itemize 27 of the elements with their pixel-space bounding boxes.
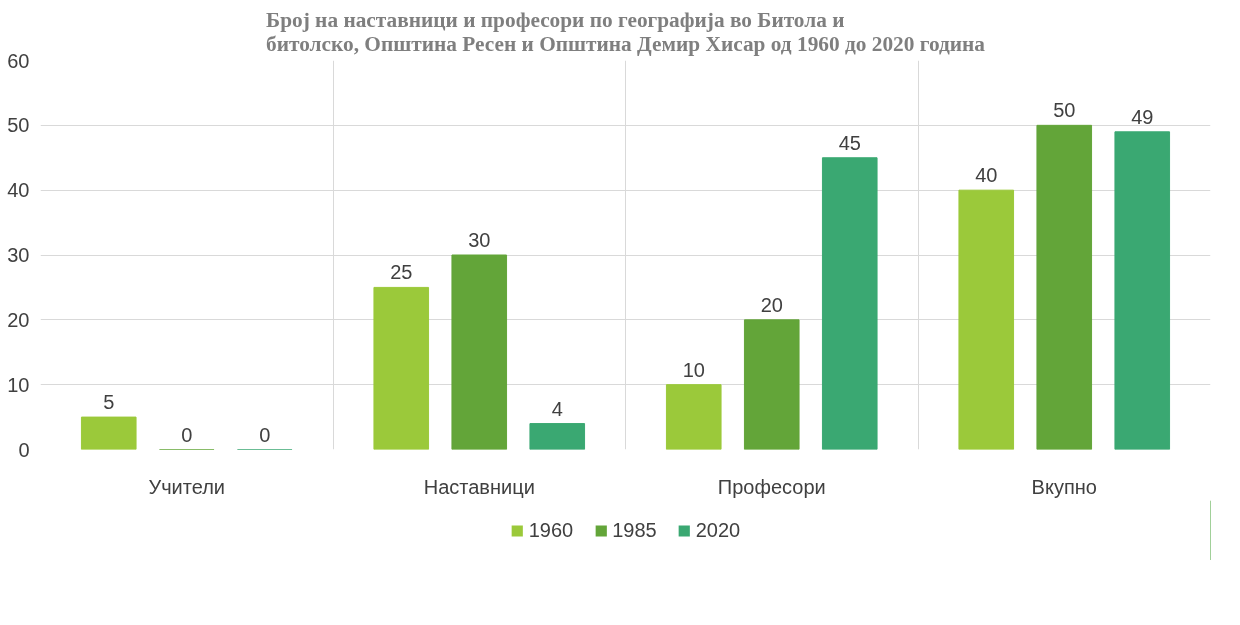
data-label: 0 (259, 423, 271, 446)
y-tick-label: 10 (7, 373, 30, 396)
data-label: 10 (682, 358, 705, 381)
data-label: 30 (468, 229, 491, 251)
x-tick-label: Професори (717, 475, 826, 498)
y-tick-label: 50 (7, 114, 30, 137)
x-tick-label: Вкупно (1031, 475, 1097, 498)
data-label: 49 (1131, 105, 1154, 128)
data-label: 50 (1053, 99, 1076, 122)
y-tick-label: 30 (7, 244, 30, 266)
data-label: 4 (551, 397, 563, 420)
x-tick-label: Учители (148, 475, 226, 498)
data-label: 5 (103, 391, 115, 414)
y-tick-label: 20 (7, 308, 30, 331)
legend-label: 1960 (528, 518, 574, 542)
legend-label: 2020 (695, 518, 741, 542)
data-label: 20 (760, 293, 783, 316)
data-label: 25 (390, 261, 413, 284)
legend-label: 1985 (612, 518, 657, 542)
data-label: 0 (181, 423, 193, 446)
y-tick-label: 40 (7, 179, 30, 202)
y-tick-label: 60 (7, 49, 30, 72)
y-tick-label: 0 (18, 438, 30, 461)
x-tick-label: Наставници (423, 475, 535, 498)
data-label: 45 (838, 131, 861, 154)
data-label: 40 (975, 164, 998, 187)
chart-title: Број на наставници и професори по географија во Битола и битолско, Општина Ресен и Општина Демир Хисар од 1960 до 2020 година (266, 7, 986, 56)
